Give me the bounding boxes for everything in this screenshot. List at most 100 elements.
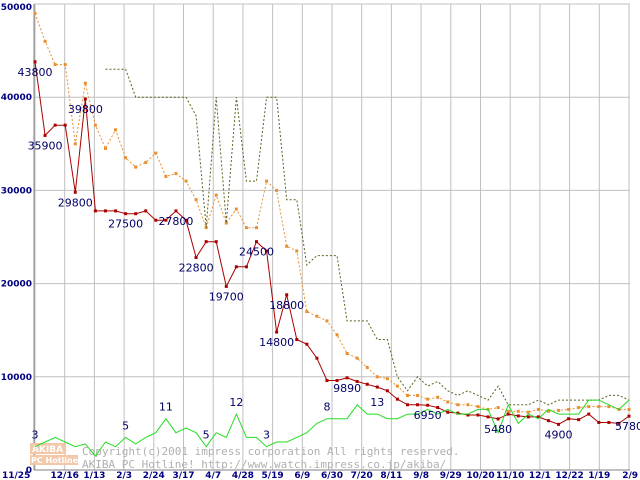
data-point	[174, 209, 178, 213]
data-point	[395, 384, 399, 388]
data-point	[476, 413, 480, 417]
data-point	[546, 419, 550, 423]
data-label: 14800	[259, 336, 294, 349]
data-point	[275, 188, 279, 192]
data-label: 19700	[209, 290, 244, 303]
x-tick-label: 1/19	[588, 471, 610, 480]
data-point	[214, 240, 218, 244]
data-point	[315, 314, 319, 318]
x-tick-label: 2/9	[622, 471, 638, 480]
watermark-url: AKIBA PC Hotline! http://www.watch.impre…	[82, 458, 446, 471]
data-point	[607, 405, 611, 409]
x-tick-label: 12/1	[529, 471, 551, 480]
x-tick-label: 4/28	[232, 471, 254, 480]
data-point	[93, 209, 97, 213]
data-point	[536, 415, 540, 419]
data-point	[134, 212, 138, 216]
data-point	[416, 393, 420, 397]
data-label: 39800	[68, 103, 103, 116]
data-label: 24500	[239, 246, 274, 259]
data-point	[395, 397, 399, 401]
watermark-logo-line1: AKIBA	[32, 445, 63, 455]
data-point	[436, 406, 440, 410]
data-point	[375, 375, 379, 379]
y-tick-label: 20000	[1, 280, 32, 290]
x-tick-label: 5/19	[262, 471, 284, 480]
data-point	[496, 406, 500, 410]
data-point	[154, 151, 158, 155]
data-point	[557, 422, 561, 426]
data-label: 4900	[545, 428, 573, 441]
data-label: 22800	[179, 262, 214, 275]
data-label: 18800	[269, 299, 304, 312]
data-point	[275, 330, 279, 334]
data-point	[305, 310, 309, 314]
data-point	[73, 142, 77, 146]
data-point	[567, 417, 571, 421]
data-point	[224, 221, 228, 225]
data-label: 35900	[28, 139, 63, 152]
label-layer: 43800 35900 29800 39800 27500 27800 22800 19700…	[18, 66, 640, 442]
data-point	[406, 403, 410, 407]
count-label: 11	[159, 401, 173, 414]
data-label: 27500	[108, 218, 143, 231]
data-point	[154, 218, 158, 222]
data-point	[224, 284, 228, 288]
count-label: 5	[203, 429, 210, 442]
data-point	[204, 240, 208, 244]
x-tick-label: 12/16	[51, 471, 79, 480]
series-line	[34, 61, 630, 425]
data-label: 9890	[333, 382, 361, 395]
data-point	[486, 415, 490, 419]
series-3	[34, 399, 630, 457]
data-point	[184, 218, 188, 222]
data-label: 5780	[615, 420, 640, 433]
count-label: 8	[323, 401, 330, 414]
data-point	[124, 212, 128, 216]
data-point	[285, 293, 289, 297]
data-point	[53, 123, 57, 127]
y-tick-label: 30000	[1, 186, 32, 196]
data-point	[43, 39, 47, 43]
count-label: 12	[229, 396, 243, 409]
data-point	[184, 179, 188, 183]
data-point	[103, 146, 107, 150]
count-label: 3	[263, 429, 270, 442]
data-point	[466, 403, 470, 407]
data-point	[597, 405, 601, 409]
data-point	[506, 409, 510, 413]
x-tick-label: 9/8	[413, 471, 429, 480]
data-point	[244, 265, 248, 269]
data-point	[526, 415, 530, 419]
x-tick-label: 2/24	[143, 471, 165, 480]
y-tick-label: 10000	[1, 373, 32, 383]
data-point	[254, 226, 258, 230]
data-point	[557, 408, 561, 412]
data-point	[244, 226, 248, 230]
series-1	[33, 11, 631, 414]
series-line	[34, 13, 629, 413]
data-point	[33, 60, 37, 64]
data-point	[406, 393, 410, 397]
data-point	[436, 395, 440, 399]
x-tick-label: 6/9	[294, 471, 310, 480]
y-tick-label: 50000	[1, 3, 32, 13]
data-point	[466, 413, 470, 417]
data-point	[144, 160, 148, 164]
data-point	[73, 190, 77, 194]
data-point	[124, 156, 128, 160]
series-2	[105, 68, 630, 406]
x-tick-label: 8/11	[380, 471, 402, 480]
data-point	[456, 411, 460, 415]
data-point	[63, 63, 67, 67]
data-point	[315, 356, 319, 360]
data-point	[305, 342, 309, 346]
data-point	[597, 420, 601, 424]
series-layer	[33, 11, 631, 457]
y-tick-label: 0	[26, 466, 32, 476]
watermark-copyright: Copyright(c)2001 impress corporation All…	[82, 445, 460, 458]
data-point	[627, 407, 631, 411]
data-point	[134, 165, 138, 169]
data-point	[295, 249, 299, 253]
